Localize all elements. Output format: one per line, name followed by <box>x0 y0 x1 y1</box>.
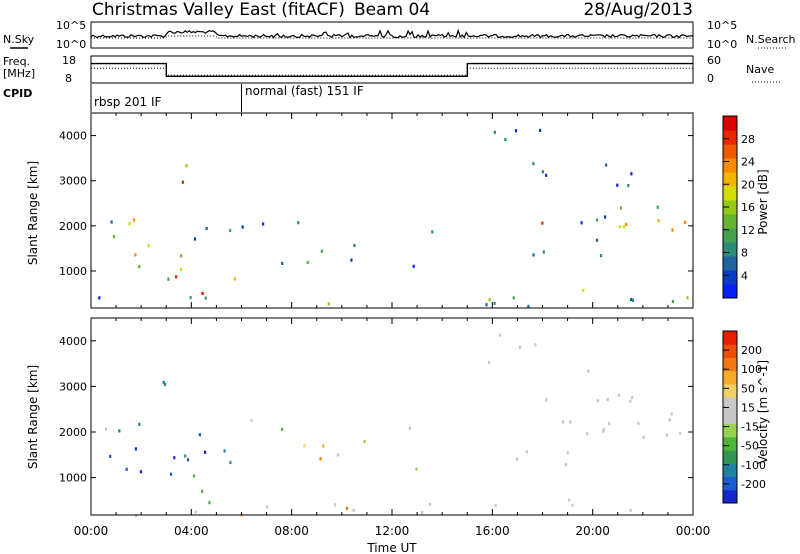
nsky-tick-bottom: 10^0 <box>56 38 86 51</box>
power-colorbar-swatch <box>723 172 737 187</box>
velocity-colorbar-swatch <box>723 476 737 491</box>
power-background <box>91 113 693 308</box>
velocity-colorbar-swatch <box>723 397 737 411</box>
freq-label: Freq. <box>3 55 30 68</box>
power-colorbar-swatch <box>723 144 737 159</box>
velocity-colorbar-swatch <box>723 370 737 385</box>
freq-unit-label: [MHz] <box>3 67 35 80</box>
velocity-echoes <box>104 333 682 517</box>
power-colorbar-tick-label: 12 <box>741 224 755 237</box>
velocity-colorbar-swatch <box>723 344 737 358</box>
nave-line <box>91 67 693 76</box>
freq-strip-frame <box>90 55 694 84</box>
freq-tick-top: 18 <box>62 54 76 67</box>
velocity-ytick-label: 4000 <box>59 335 87 348</box>
freq-line <box>91 62 693 77</box>
power-colorbar-tick-label: 28 <box>741 133 755 146</box>
power-colorbar-swatch <box>723 214 737 229</box>
velocity-colorbar-swatch <box>723 357 737 372</box>
power-colorbar-tick-label: 20 <box>741 178 755 191</box>
freq-tick-bottom: 8 <box>65 72 72 85</box>
velocity-colorbar-tick-label: 100 <box>741 363 762 376</box>
beam-label: Beam 04 <box>354 0 430 20</box>
nsearch-label: N.Search <box>746 33 796 46</box>
power-colorbar-swatch <box>723 200 737 215</box>
velocity-colorbar-swatch <box>723 410 737 425</box>
nave-tick-top: 60 <box>707 54 721 67</box>
x-tick-label: 16:00 <box>475 524 510 538</box>
power-colorbar-swatch <box>723 270 737 285</box>
velocity-colorbar-swatch <box>723 383 737 398</box>
time-axis: 00:00 04:00 08:00 12:00 16:00 20:00 00:00 <box>74 524 711 538</box>
cpid-segment-2: normal (fast) 151 IF <box>245 84 364 98</box>
velocity-colorbar-swatch <box>723 436 737 451</box>
power-colorbar-swatch <box>723 228 737 243</box>
velocity-colorbar-tick-label: -15 <box>741 421 759 434</box>
power-colorbar-tick-label: 8 <box>741 247 748 260</box>
x-tick-label: 08:00 <box>274 524 309 538</box>
velocity-ylabel: Slant Range [km] <box>26 365 40 469</box>
velocity-panel: 1000 2000 3000 4000 <box>59 317 694 517</box>
nsky-trace <box>90 28 693 39</box>
velocity-colorbar-tick-label: -100 <box>741 459 766 472</box>
velocity-colorbar-tick-label: -50 <box>741 440 759 453</box>
power-colorbar-swatch <box>723 186 737 201</box>
freq-trace <box>91 62 693 77</box>
nsearch-tick-bottom: 10^0 <box>707 38 737 51</box>
cpid-label: CPID <box>3 87 32 100</box>
power-colorbar-swatch <box>723 256 737 271</box>
power-echoes <box>98 128 689 308</box>
nave-label: Nave <box>746 63 774 76</box>
power-ytick-label: 3000 <box>59 175 87 188</box>
cpid-segment-1: rbsp 201 IF <box>94 95 161 109</box>
velocity-colorbar-swatch <box>723 489 737 504</box>
velocity-colorbar-tick-label: 15 <box>741 401 755 414</box>
velocity-colorbar-swatch <box>723 423 737 438</box>
velocity-colorbar-label: Velocity [m s^-1] <box>756 360 770 464</box>
velocity-colorbar-swatch <box>723 463 737 478</box>
x-tick-label: 00:00 <box>676 524 711 538</box>
nsearch-tick-top: 10^5 <box>707 19 737 32</box>
plot-title: Christmas Valley East (fitACF) <box>92 0 345 20</box>
velocity-colorbar-swatch <box>723 331 737 345</box>
power-colorbar-swatch <box>723 284 737 299</box>
power-colorbar-tick-label: 24 <box>741 156 755 169</box>
nsky-label: N.Sky <box>3 33 35 46</box>
velocity-ytick-label: 3000 <box>59 380 87 393</box>
nave-tick-bottom: 0 <box>707 72 714 85</box>
power-colorbar-tick-label: 16 <box>741 201 755 214</box>
date-label: 28/Aug/2013 <box>583 0 693 20</box>
x-axis-label: Time UT <box>366 541 417 554</box>
velocity-background <box>91 318 693 515</box>
velocity-ytick-label: 1000 <box>59 472 87 485</box>
power-colorbar: 4 8 12 16 20 24 28 <box>722 115 755 299</box>
x-tick-label: 12:00 <box>375 524 410 538</box>
x-tick-label: 04:00 <box>174 524 209 538</box>
power-ylabel: Slant Range [km] <box>26 161 40 265</box>
power-colorbar-swatch <box>723 158 737 173</box>
power-colorbar-swatch <box>723 242 737 257</box>
nsky-strip-frame <box>90 21 694 49</box>
power-colorbar-swatch <box>723 116 737 131</box>
power-colorbar-tick-label: 4 <box>741 269 748 282</box>
velocity-colorbar-swatch <box>723 450 737 464</box>
velocity-colorbar-tick-label: 50 <box>741 382 755 395</box>
nsky-line <box>90 28 693 39</box>
power-colorbar-label: Power [dB] <box>756 169 770 234</box>
power-ytick-label: 1000 <box>59 265 87 278</box>
velocity-colorbar-tick-label: -200 <box>741 478 766 491</box>
velocity-colorbar-tick-label: 200 <box>741 344 762 357</box>
velocity-colorbar-frame <box>722 330 738 504</box>
velocity-colorbar: 200 100 50 15 -15 -50 -100 -200 <box>722 330 766 504</box>
power-ytick-label: 4000 <box>59 130 87 143</box>
nsky-tick-top: 10^5 <box>56 19 86 32</box>
velocity-ytick-label: 2000 <box>59 426 87 439</box>
power-panel: 1000 2000 3000 4000 <box>59 112 694 309</box>
x-tick-label: 20:00 <box>575 524 610 538</box>
power-ytick-label: 2000 <box>59 220 87 233</box>
power-colorbar-swatch <box>723 130 737 145</box>
x-tick-label: 00:00 <box>74 524 109 538</box>
